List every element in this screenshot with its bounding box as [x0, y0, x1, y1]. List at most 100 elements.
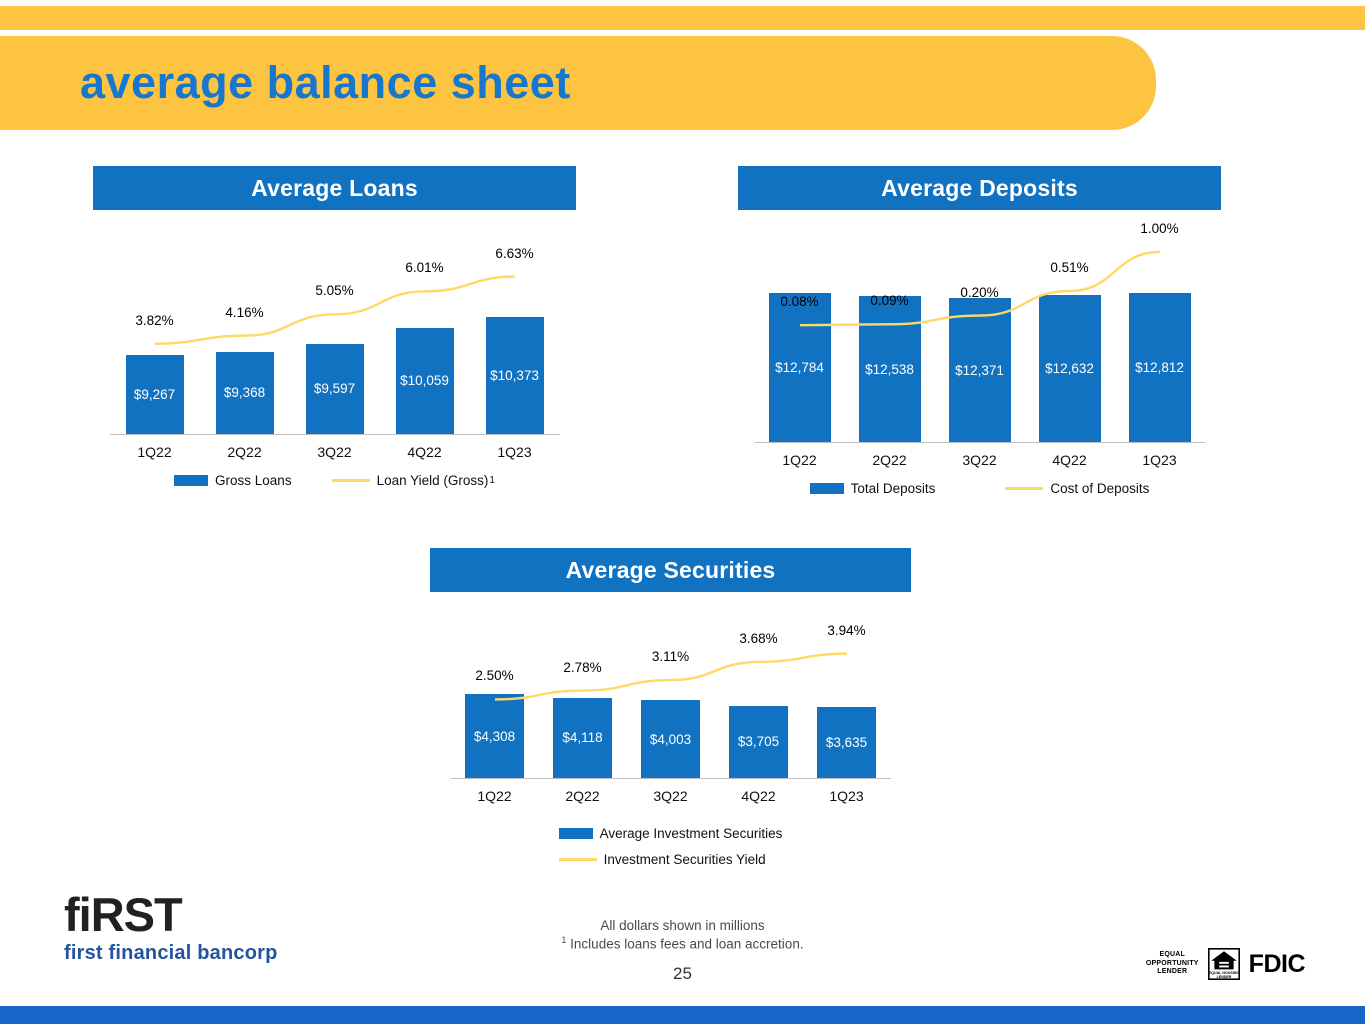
bar-3Q22: $4,003	[641, 700, 700, 778]
x-axis-label: 2Q22	[227, 444, 262, 460]
footnote-superscript: 1	[561, 934, 567, 945]
yield-point-label: 0.51%	[1050, 259, 1089, 275]
x-axis-label: 2Q22	[872, 452, 907, 468]
x-axis-labels: 1Q22 2Q22 3Q22 4Q22 1Q23	[451, 779, 891, 804]
page-title: average balance sheet	[80, 57, 571, 108]
equal-opportunity-lender-badge: EQUAL OPPORTUNITY LENDER	[1146, 951, 1199, 977]
bar-value-label: $4,308	[473, 728, 516, 744]
bar-1Q22: $4,308	[465, 694, 524, 778]
bar-value-label: $10,373	[490, 368, 539, 384]
x-axis-label: 2Q22	[565, 788, 600, 804]
bar-value-label: $9,267	[133, 387, 176, 403]
bar-value-label: $12,632	[1045, 361, 1094, 377]
line-swatch	[558, 858, 597, 861]
bar-value-label: $12,784	[775, 360, 824, 376]
bar-value-label: $12,538	[865, 361, 914, 377]
x-axis-label: 4Q22	[407, 444, 442, 460]
bar-1Q23: $10,373	[485, 317, 544, 434]
bar-1Q22: $12,784	[768, 293, 831, 442]
yield-point-label: 5.05%	[315, 283, 354, 299]
chart-average-securities: Average Securities $4,308 $4,118 $4,003 $3,…	[430, 548, 911, 867]
chart-legend: Average Investment Securities Investment …	[558, 826, 783, 867]
brand-subtitle: first financial bancorp	[64, 942, 278, 965]
bar-swatch	[174, 475, 209, 486]
brand-logo: fiRST first financial bancorp	[64, 890, 278, 965]
chart-plot: $12,784 $12,538 $12,371 $12,632 $12,812 0.08%…	[754, 221, 1205, 443]
fdic-logo: FDIC	[1248, 949, 1306, 978]
eol-line-1: EQUAL	[1159, 950, 1186, 958]
legend-label: Loan Yield (Gross)	[376, 473, 489, 488]
top-accent-strip	[0, 6, 1365, 30]
chart-plot: $9,267 $9,368 $9,597 $10,059 $10,373 3.82% 4.1…	[109, 220, 560, 435]
legend-item-line: Investment Securities Yield	[558, 852, 766, 867]
chart-average-deposits: Average Deposits $12,784 $12,538 $12,371 $1…	[738, 166, 1221, 496]
yield-point-label: 2.78%	[563, 659, 602, 675]
yield-point-label: 3.11%	[651, 649, 690, 665]
x-axis-label: 3Q22	[962, 452, 997, 468]
legend-item-bars: Total Deposits	[809, 481, 936, 496]
legend-item-line: Loan Yield (Gross) 1	[331, 473, 495, 488]
title-banner: average balance sheet	[0, 36, 1156, 130]
footnote-accretion-text: Includes loans fees and loan accretion.	[566, 936, 804, 952]
yield-point-label: 4.16%	[225, 304, 264, 320]
chart-legend: Gross Loans Loan Yield (Gross) 1	[93, 473, 576, 488]
page-number: 25	[673, 964, 692, 983]
yield-point-label: 2.50%	[475, 668, 514, 684]
bar-3Q22: $9,597	[305, 343, 364, 434]
x-axis-label: 1Q23	[829, 788, 864, 804]
line-swatch	[1005, 487, 1044, 490]
bar-2Q22: $12,538	[858, 296, 921, 442]
legend-item-bars: Average Investment Securities	[558, 826, 783, 841]
x-axis-labels: 1Q22 2Q22 3Q22 4Q22 1Q23	[755, 443, 1205, 468]
x-axis-label: 1Q23	[497, 444, 532, 460]
footnotes: All dollars shown in millions 1 Includes…	[0, 918, 1365, 953]
yield-point-label: 0.09%	[870, 293, 909, 309]
bar-value-label: $3,705	[737, 734, 780, 750]
ehl-text-line-2: LENDER	[1216, 975, 1231, 979]
chart-average-loans: Average Loans $9,267 $9,368 $9,597 $10,059 $…	[93, 166, 576, 488]
chart-title: Average Loans	[93, 166, 576, 210]
legend-superscript: 1	[489, 475, 495, 486]
bar-value-label: $10,059	[400, 373, 449, 389]
footnote-accretion: 1 Includes loans fees and loan accretion…	[0, 935, 1365, 953]
compliance-badges: EQUAL OPPORTUNITY LENDER EQUAL HOUSING L…	[1146, 948, 1306, 980]
chart-title: Average Securities	[430, 548, 911, 592]
x-axis-label: 1Q22	[782, 452, 817, 468]
yield-point-label: 3.68%	[739, 630, 778, 646]
legend-label: Total Deposits	[850, 481, 936, 496]
line-swatch	[331, 479, 370, 482]
bar-1Q23: $12,812	[1128, 293, 1191, 442]
yield-point-label: 6.01%	[405, 260, 444, 276]
chart-title: Average Deposits	[738, 166, 1221, 210]
bar-value-label: $9,597	[313, 381, 356, 397]
bar-value-label: $3,635	[825, 735, 868, 751]
bar-4Q22: $10,059	[395, 327, 454, 434]
bar-swatch	[558, 828, 593, 839]
footnote-dollars: All dollars shown in millions	[600, 918, 765, 933]
yield-point-label: 0.20%	[960, 284, 999, 300]
bar-1Q22: $9,267	[125, 355, 184, 434]
x-axis-label: 1Q23	[1142, 452, 1177, 468]
x-axis-labels: 1Q22 2Q22 3Q22 4Q22 1Q23	[110, 435, 560, 460]
bar-4Q22: $3,705	[729, 705, 788, 778]
chart-legend: Total Deposits Cost of Deposits	[738, 481, 1221, 496]
x-axis-label: 1Q22	[137, 444, 172, 460]
legend-label: Average Investment Securities	[599, 826, 783, 841]
chart-plot: $4,308 $4,118 $4,003 $3,705 $3,635 2.50% 2.78%…	[450, 604, 891, 779]
legend-label: Cost of Deposits	[1050, 481, 1150, 496]
eol-line-2: OPPORTUNITY	[1145, 959, 1199, 967]
bar-4Q22: $12,632	[1038, 295, 1101, 442]
x-axis-label: 3Q22	[317, 444, 352, 460]
bar-value-label: $4,003	[649, 731, 692, 747]
bar-1Q23: $3,635	[817, 707, 876, 778]
brand-wordmark: fiRST	[64, 888, 183, 941]
bar-swatch	[809, 483, 844, 494]
x-axis-label: 3Q22	[653, 788, 688, 804]
bar-value-label: $12,371	[955, 362, 1004, 378]
bar-3Q22: $12,371	[948, 298, 1011, 442]
x-axis-label: 4Q22	[1052, 452, 1087, 468]
bar-value-label: $4,118	[562, 730, 603, 746]
legend-item-bars: Gross Loans	[174, 473, 292, 488]
equal-housing-lender-icon: EQUAL HOUSING LENDER	[1207, 948, 1240, 980]
yield-point-label: 3.82%	[135, 312, 174, 328]
